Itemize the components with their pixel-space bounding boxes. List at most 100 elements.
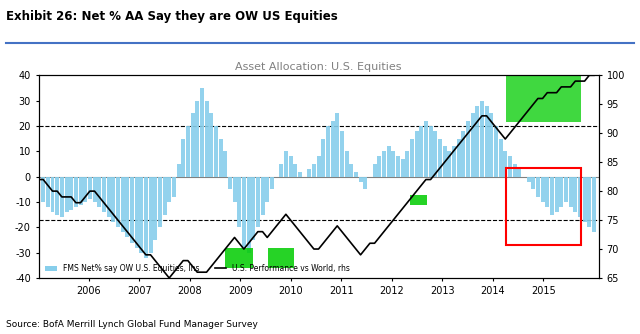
Bar xyxy=(387,146,390,177)
Bar xyxy=(410,139,414,177)
Bar xyxy=(60,177,64,217)
Text: Source: BofA Merrill Lynch Global Fund Manager Survey: Source: BofA Merrill Lynch Global Fund M… xyxy=(6,320,259,329)
Bar xyxy=(517,169,521,177)
Legend: FMS Net% say OW U.S. Equities, lhs, U.S. Performance vs World, rhs: FMS Net% say OW U.S. Equities, lhs, U.S.… xyxy=(42,261,353,276)
Bar xyxy=(364,177,367,189)
Bar xyxy=(484,106,488,177)
Bar xyxy=(209,113,213,177)
Bar xyxy=(419,126,423,177)
Bar xyxy=(93,177,97,202)
Bar xyxy=(536,177,540,197)
Bar xyxy=(158,177,162,227)
Bar xyxy=(476,106,479,177)
Bar xyxy=(125,177,129,237)
Bar xyxy=(506,168,581,245)
Bar xyxy=(252,177,255,240)
Bar xyxy=(494,126,498,177)
Bar xyxy=(140,177,143,253)
Bar xyxy=(573,177,577,212)
Bar xyxy=(279,164,284,177)
Bar xyxy=(326,126,330,177)
Bar xyxy=(452,146,456,177)
Bar xyxy=(88,177,92,199)
Bar xyxy=(415,131,419,177)
Bar xyxy=(349,164,353,177)
Bar xyxy=(443,146,447,177)
Bar xyxy=(470,113,475,177)
Bar xyxy=(588,177,591,227)
Bar xyxy=(289,156,292,177)
Bar xyxy=(461,131,465,177)
Bar xyxy=(65,177,68,212)
Bar xyxy=(36,177,40,197)
Bar xyxy=(555,177,559,212)
Bar xyxy=(401,159,404,177)
Text: Exhibit 26: Net % AA Say they are OW US Equities: Exhibit 26: Net % AA Say they are OW US … xyxy=(6,10,338,23)
Bar xyxy=(69,177,73,209)
Bar xyxy=(559,177,563,207)
Bar xyxy=(223,151,227,177)
Bar xyxy=(331,121,335,177)
Bar xyxy=(177,164,180,177)
Bar xyxy=(55,177,59,215)
Bar xyxy=(545,177,549,207)
Bar xyxy=(508,156,512,177)
Bar xyxy=(424,121,428,177)
Bar xyxy=(79,177,83,204)
Bar xyxy=(120,177,125,232)
Bar xyxy=(46,177,50,207)
Bar xyxy=(372,164,376,177)
Bar xyxy=(191,113,195,177)
Bar xyxy=(237,177,241,227)
Bar xyxy=(242,177,246,247)
Bar xyxy=(41,177,45,202)
Bar xyxy=(438,139,442,177)
Title: Asset Allocation: U.S. Equities: Asset Allocation: U.S. Equities xyxy=(236,62,402,72)
Bar xyxy=(97,177,101,207)
Bar xyxy=(513,164,516,177)
Bar xyxy=(377,156,381,177)
Bar xyxy=(433,131,437,177)
Bar xyxy=(480,101,484,177)
Bar xyxy=(181,139,185,177)
Bar xyxy=(410,195,428,205)
Bar xyxy=(148,177,152,253)
Bar xyxy=(186,126,190,177)
Bar xyxy=(232,177,237,202)
Bar xyxy=(354,172,358,177)
Bar xyxy=(106,177,111,217)
Bar xyxy=(218,139,223,177)
Bar xyxy=(228,177,232,189)
Bar xyxy=(466,121,470,177)
Bar xyxy=(582,177,587,222)
Bar xyxy=(317,156,321,177)
Bar xyxy=(284,151,288,177)
Bar xyxy=(447,151,451,177)
Bar xyxy=(396,156,400,177)
Bar xyxy=(102,177,106,212)
Bar xyxy=(321,139,325,177)
Bar xyxy=(246,177,250,253)
Bar xyxy=(499,139,502,177)
Bar xyxy=(541,177,545,202)
Bar xyxy=(130,177,134,242)
Bar xyxy=(312,164,316,177)
Bar xyxy=(268,247,294,268)
Bar xyxy=(214,126,218,177)
Bar xyxy=(74,177,78,207)
Bar xyxy=(265,177,269,202)
Bar xyxy=(489,113,493,177)
Bar xyxy=(568,177,573,207)
Bar xyxy=(340,131,344,177)
Bar xyxy=(564,177,568,202)
Bar xyxy=(456,139,461,177)
Bar xyxy=(134,177,138,247)
Bar xyxy=(153,177,157,240)
Bar xyxy=(298,172,302,177)
Bar xyxy=(358,177,362,182)
Bar xyxy=(550,177,554,215)
Bar xyxy=(293,164,297,177)
Bar xyxy=(116,177,120,227)
Bar xyxy=(503,151,508,177)
Bar xyxy=(144,177,148,258)
